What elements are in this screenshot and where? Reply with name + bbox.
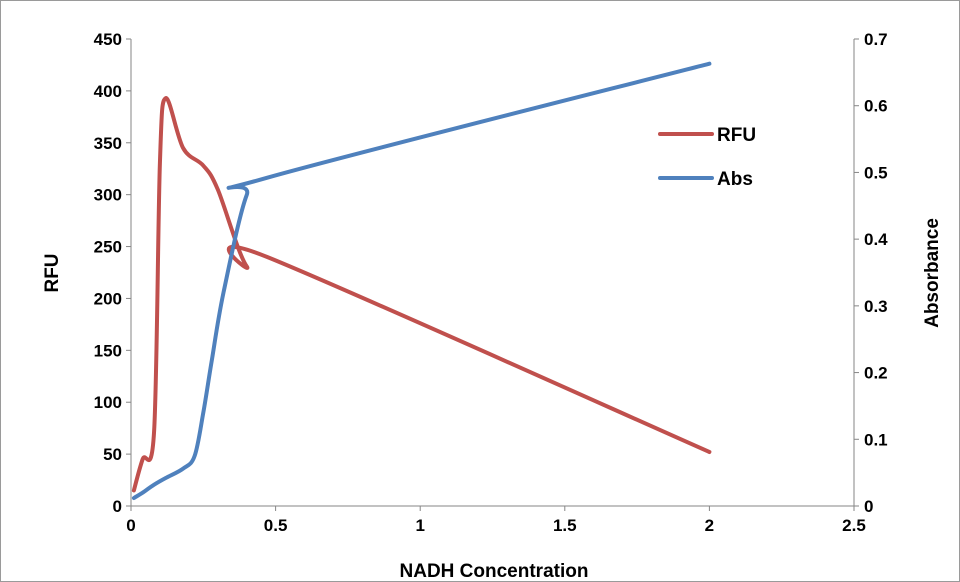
y2-tick-label: 0.1 bbox=[864, 430, 888, 449]
y-tick-label: 50 bbox=[103, 445, 122, 464]
x-tick-label: 0 bbox=[126, 516, 135, 535]
y-tick-label: 300 bbox=[94, 186, 122, 205]
y-axis-title: RFU bbox=[42, 253, 63, 292]
y-tick-label: 450 bbox=[94, 30, 122, 49]
x-tick-label: 1.5 bbox=[553, 516, 577, 535]
y-tick-label: 200 bbox=[94, 289, 122, 308]
y2-tick-label: 0 bbox=[864, 497, 873, 516]
x-tick-label: 2 bbox=[705, 516, 714, 535]
series-layer bbox=[131, 61, 712, 500]
series-line-rfu bbox=[131, 96, 712, 493]
x-axis-title: NADH Concentration bbox=[400, 561, 589, 581]
x-tick-label: 0.5 bbox=[264, 516, 288, 535]
series-line-abs bbox=[131, 61, 712, 500]
legend: RFU Abs bbox=[658, 125, 756, 190]
x-tick-label: 1 bbox=[415, 516, 424, 535]
y-tick-label: 100 bbox=[94, 393, 122, 412]
legend-label-abs: Abs bbox=[717, 169, 753, 190]
y2-axis-title: Absorbance bbox=[922, 218, 943, 328]
y2-tick-label: 0.2 bbox=[864, 364, 888, 383]
y2-tick-label: 0.4 bbox=[864, 230, 888, 249]
y-tick-label: 150 bbox=[94, 341, 122, 360]
y2-tick-label: 0.7 bbox=[864, 30, 888, 49]
x-tick-label: 2.5 bbox=[842, 516, 866, 535]
y2-tick-label: 0.5 bbox=[864, 163, 888, 182]
y-tick-label: 400 bbox=[94, 82, 122, 101]
y-tick-label: 350 bbox=[94, 134, 122, 153]
y2-tick-label: 0.3 bbox=[864, 297, 888, 316]
y2-tick-label: 0.6 bbox=[864, 97, 888, 116]
y-tick-label: 250 bbox=[94, 238, 122, 257]
legend-label-rfu: RFU bbox=[717, 125, 756, 146]
y-tick-label: 0 bbox=[113, 497, 122, 516]
axes-layer: 0 50 100 150 200 250 300 350 400 450 0 0.1 0.2 0.3 0.4… bbox=[94, 30, 889, 535]
